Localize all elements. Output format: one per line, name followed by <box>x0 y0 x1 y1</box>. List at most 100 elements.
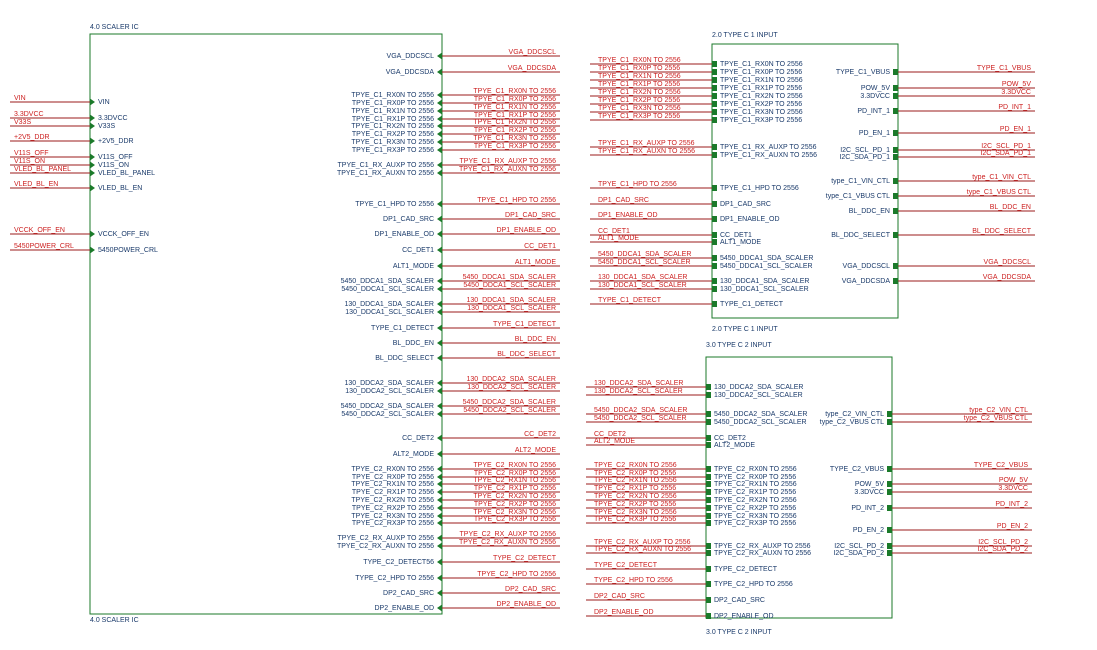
pin-tpye-c2-rx3p-to-2556[interactable]: TPYE_C2_RX3P TO 2556 TPYE_C2_RX3P TO 2556 <box>352 516 560 527</box>
pin-tpye-c1-hpd-to-2556[interactable]: TPYE_C1_HPD TO 2556 TPYE_C1_HPD TO 2556 <box>590 181 799 192</box>
pin-pd-int-1[interactable]: PD_INT_1 PD_INT_1 <box>857 104 1035 115</box>
pin-5450-ddca2-sda-scaler[interactable]: 5450_DDCA2_SDA_SCALER 5450_DDCA2_SDA_SCAL… <box>341 399 560 410</box>
pin-130-ddca2-sda-scaler[interactable]: 130_DDCA2_SDA_SCALER 130_DDCA2_SDA_SCALER <box>586 380 804 391</box>
pin-tpye-c2-rx2p-to-2556[interactable]: TPYE_C2_RX2P TO 2556 TPYE_C2_RX2P TO 2556 <box>586 501 796 512</box>
pin-alt1-mode[interactable]: ALT1_MODE ALT1_MODE <box>590 235 761 246</box>
pin-type-c2-vbus-ctl[interactable]: type_C2_VBUS CTL type_C2_VBUS CTL <box>820 415 1032 426</box>
pin-v33s[interactable]: V33S V33S <box>10 119 115 130</box>
pin-tpye-c1-rx-auxn-to-2556[interactable]: TPYE_C1_RX_AUXN TO 2556 TPYE_C1_RX_AUXN T… <box>337 166 560 177</box>
pin-tpye-c2-rx1n-to-2556[interactable]: TPYE_C2_RX1N TO 2556 TPYE_C2_RX1N TO 2556 <box>351 477 560 488</box>
pin-tpye-c1-rx-auxp-to-2556[interactable]: TPYE_C1_RX_AUXP TO 2556 TPYE_C1_RX_AUXP T… <box>338 158 561 169</box>
pin-130-ddca1-scl-scaler[interactable]: 130_DDCA1_SCL_SCALER 130_DDCA1_SCL_SCALER <box>590 282 809 293</box>
pin-dp2-cad-src[interactable]: DP2_CAD_SRC DP2_CAD_SRC <box>383 586 560 597</box>
pin-dp2-cad-src[interactable]: DP2_CAD_SRC DP2_CAD_SRC <box>586 593 765 604</box>
pin-vga-ddcsda[interactable]: VGA_DDCSDA VGA_DDCSDA <box>386 65 560 76</box>
pin-dp2-enable-od[interactable]: DP2_ENABLE_OD DP2_ENABLE_OD <box>374 601 560 612</box>
pin-tpye-c2-rx-auxp-to-2556[interactable]: TPYE_C2_RX_AUXP TO 2556 TPYE_C2_RX_AUXP T… <box>338 531 561 542</box>
pin-tpye-c2-rx2p-to-2556[interactable]: TPYE_C2_RX2P TO 2556 TPYE_C2_RX2P TO 2556 <box>352 501 560 512</box>
pin-type-c1-vin-ctl[interactable]: type_C1_VIN_CTL type_C1_VIN_CTL <box>831 174 1035 185</box>
pin-5450-ddca1-scl-scaler[interactable]: 5450_DDCA1_SCL_SCALER 5450_DDCA1_SCL_SCAL… <box>590 259 813 270</box>
pin-tpye-c1-rx3n-to-2556[interactable]: TPYE_C1_RX3N TO 2556 TPYE_C1_RX3N TO 2556 <box>351 135 560 146</box>
pin-5450-ddca2-scl-scaler[interactable]: 5450_DDCA2_SCL_SCALER 5450_DDCA2_SCL_SCAL… <box>586 415 807 426</box>
pin-tpye-c2-rx1n-to-2556[interactable]: TPYE_C2_RX1N TO 2556 TPYE_C2_RX1N TO 2556 <box>586 477 797 488</box>
pin-vin[interactable]: VIN VIN <box>10 95 110 106</box>
pin-130-ddca1-sda-scaler[interactable]: 130_DDCA1_SDA_SCALER 130_DDCA1_SDA_SCALER <box>345 297 561 308</box>
pin-v11s-off[interactable]: V11S_OFF V11S_OFF <box>10 150 133 161</box>
pin-type-c2-hpd-to-2556[interactable]: TPYE_C2_HPD TO 2556 TYPE_C2_HPD TO 2556 <box>355 571 560 582</box>
pin-tpye-c1-rx1p-to-2556[interactable]: TPYE_C1_RX1P TO 2556 TPYE_C1_RX1P TO 2556 <box>352 112 560 123</box>
pin-tpye-c2-rx1p-to-2556[interactable]: TPYE_C2_RX1P TO 2556 TPYE_C2_RX1P TO 2556 <box>586 485 796 496</box>
pin-vga-ddcscl[interactable]: VGA_DDCSCL VGA_DDCSCL <box>843 259 1035 270</box>
pin-tpye-c2-rx0p-to-2556[interactable]: TPYE_C2_RX0P TO 2556 TPYE_C2_RX0P TO 2556 <box>352 470 560 481</box>
pin-pd-en-2[interactable]: PD_EN_2 PD_EN_2 <box>853 523 1032 534</box>
pin-type-c2-detect[interactable]: TYPE_C2_DETECT TYPE_C2_DETECT <box>586 562 778 573</box>
pin-tpye-c2-rx2n-to-2556[interactable]: TPYE_C2_RX2N TO 2556 TPYE_C2_RX2N TO 2556 <box>351 493 560 504</box>
pin-tpye-c1-rx-auxn-to-2556[interactable]: TPYE_C1_RX_AUXN TO 2556 TPYE_C1_RX_AUXN T… <box>590 148 817 159</box>
pin-tpye-c2-rx1p-to-2556[interactable]: TPYE_C2_RX1P TO 2556 TPYE_C2_RX1P TO 2556 <box>352 485 560 496</box>
pin-bl-ddc-select[interactable]: BL_DDC_SELECT BL_DDC_SELECT <box>375 351 560 362</box>
pin-vled-bl-panel[interactable]: VLED_BL_PANEL VLED_BL_PANEL <box>10 166 155 177</box>
pin-tpye-c1-rx3n-to-2556[interactable]: TPYE_C1_RX3N TO 2556 TPYE_C1_RX3N TO 2556 <box>590 105 803 116</box>
pin-130-ddca2-scl-scaler[interactable]: 130_DDCA2_SCL_SCALER 130_DDCA2_SCL_SCALER <box>586 388 803 399</box>
pin-type-c1-vbus[interactable]: TYPE_C1_VBUS TYPE_C1_VBUS <box>836 65 1035 76</box>
pin-vled-bl-en[interactable]: VLED_BL_EN VLED_BL_EN <box>10 181 142 192</box>
pin-tpye-c1-rx1n-to-2556[interactable]: TPYE_C1_RX1N TO 2556 TPYE_C1_RX1N TO 2556 <box>590 73 803 84</box>
pin-tpye-c1-rx2p-to-2556[interactable]: TPYE_C1_RX2P TO 2556 TPYE_C1_RX2P TO 2556 <box>352 127 560 138</box>
pin-alt2-mode[interactable]: ALT2_MODE ALT2_MODE <box>586 438 755 449</box>
scaler-ic-block[interactable]: 4.0 SCALER IC4.0 SCALER ICVINVIN3.3DVCC3… <box>10 24 560 624</box>
pin-type-c1-detect[interactable]: TYPE_C1_DETECT TYPE_C1_DETECT <box>590 297 784 308</box>
pin-tpye-c2-rx-auxp-to-2556[interactable]: TPYE_C2_RX_AUXP TO 2556 TPYE_C2_RX_AUXP T… <box>586 539 811 550</box>
pin-5450power-crl[interactable]: 5450POWER_CRL 5450POWER_CRL <box>10 243 158 254</box>
pin-5450-ddca2-sda-scaler[interactable]: 5450_DDCA2_SDA_SCALER 5450_DDCA2_SDA_SCAL… <box>586 407 807 418</box>
pin-tpye-c1-rx0n-to-2556[interactable]: TPYE_C1_RX0N TO 2556 TPYE_C1_RX0N TO 2556 <box>590 57 803 68</box>
pin-i2c-scl-pd-2[interactable]: I2C_SCL_PD_2 I2C_SCL_PD_2 <box>834 539 1032 550</box>
pin-type-c1-vbus-ctl[interactable]: type_C1_VBUS CTL type_C1_VBUS CTL <box>826 189 1035 200</box>
pin-bl-ddc-en[interactable]: BL_DDC_EN BL_DDC_EN <box>393 336 560 347</box>
pin-pd-int-2[interactable]: PD_INT_2 PD_INT_2 <box>851 501 1032 512</box>
pin-3-3dvcc[interactable]: 3.3DVCC 3.3DVCC <box>854 485 1032 496</box>
pin-vcck-off-en[interactable]: VCCK_OFF_EN VCCK_OFF_EN <box>10 227 149 238</box>
pin-bl-ddc-en[interactable]: BL_DDC_EN BL_DDC_EN <box>849 204 1035 215</box>
pin-type-c1-detect[interactable]: TYPE_C1_DETECT TYPE_C1_DETECT <box>371 321 560 332</box>
pin-pd-en-1[interactable]: PD_EN_1 PD_EN_1 <box>859 126 1035 137</box>
pin-tpye-c1-rx2n-to-2556[interactable]: TPYE_C1_RX2N TO 2556 TPYE_C1_RX2N TO 2556 <box>590 89 803 100</box>
pin-i2c-sda-pd-2[interactable]: I2C_SDA_PD_2 I2C_SDA_PD_2 <box>833 546 1032 557</box>
pin-tpye-c1-rx2p-to-2556[interactable]: TPYE_C1_RX2P TO 2556 TPYE_C1_RX2P TO 2556 <box>590 97 802 108</box>
pin-type-c2-vbus[interactable]: TYPE_C2_VBUS TYPE_C2_VBUS <box>830 462 1032 473</box>
pin-type-c2-hpd-to-2556[interactable]: TYPE_C2_HPD TO 2556 TYPE_C2_HPD TO 2556 <box>586 577 793 588</box>
pin-cc-det2[interactable]: CC_DET2 CC_DET2 <box>586 431 746 442</box>
pin-alt1-mode[interactable]: ALT1_MODE ALT1_MODE <box>393 259 560 270</box>
pin-2v5-ddr[interactable]: +2V5_DDR +2V5_DDR <box>10 134 134 145</box>
pin-dp1-cad-src[interactable]: DP1_CAD_SRC DP1_CAD_SRC <box>590 197 771 208</box>
pin-dp1-cad-src[interactable]: DP1_CAD_SRC DP1_CAD_SRC <box>383 212 560 223</box>
pin-tpye-c1-rx-auxp-to-2556[interactable]: TPYE_C1_RX_AUXP TO 2556 TPYE_C1_RX_AUXP T… <box>590 140 817 151</box>
pin-tpye-c1-rx3p-to-2556[interactable]: TPYE_C1_RX3P TO 2556 TPYE_C1_RX3P TO 2556 <box>590 113 802 124</box>
pin-cc-det1[interactable]: CC_DET1 CC_DET1 <box>402 243 560 254</box>
pin-130-ddca1-scl-scaler[interactable]: 130_DDCA1_SCL_SCALER 130_DDCA1_SCL_SCALER <box>345 305 560 316</box>
pin-tpye-c1-rx1p-to-2556[interactable]: TPYE_C1_RX1P TO 2556 TPYE_C1_RX1P TO 2556 <box>590 81 802 92</box>
pin-tpye-c2-rx-auxn-to-2556[interactable]: TPYE_C2_RX_AUXN TO 2556 TPYE_C2_RX_AUXN T… <box>586 546 811 557</box>
pin-cc-det1[interactable]: CC_DET1 CC_DET1 <box>590 228 752 239</box>
pin-tpye-c2-rx3n-to-2556[interactable]: TPYE_C2_RX3N TO 2556 TPYE_C2_RX3N TO 2556 <box>351 509 560 520</box>
pin-130-ddca2-sda-scaler[interactable]: 130_DDCA2_SDA_SCALER 130_DDCA2_SDA_SCALER <box>345 376 561 387</box>
pin-3-3dvcc[interactable]: 3.3DVCC 3.3DVCC <box>860 89 1035 100</box>
pin-tpye-c1-rx3p-to-2556[interactable]: TPYE_C1_RX3P TO 2556 TPYE_C1_RX3P TO 2556 <box>352 143 560 154</box>
pin-dp2-enable-od[interactable]: DP2_ENABLE_OD DP2_ENABLE_OD <box>586 609 774 620</box>
pin-pow-5v[interactable]: POW_5V POW_5V <box>855 477 1032 488</box>
pin-tpye-c1-rx1n-to-2556[interactable]: TPYE_C1_RX1N TO 2556 TPYE_C1_RX1N TO 2556 <box>351 104 560 115</box>
pin-130-ddca2-scl-scaler[interactable]: 130_DDCA2_SCL_SCALER 130_DDCA2_SCL_SCALER <box>345 384 560 395</box>
pin-tpye-c1-rx2n-to-2556[interactable]: TPYE_C1_RX2N TO 2556 TPYE_C1_RX2N TO 2556 <box>351 119 560 130</box>
pin-tpye-c1-rx0p-to-2556[interactable]: TPYE_C1_RX0P TO 2556 TPYE_C1_RX0P TO 2556 <box>352 96 560 107</box>
pin-alt2-mode[interactable]: ALT2_MODE ALT2_MODE <box>393 447 560 458</box>
pin-type-c2-vin-ctl[interactable]: type_C2_VIN_CTL type_C2_VIN_CTL <box>825 407 1032 418</box>
pin-bl-ddc-select[interactable]: BL_DDC_SELECT BL_DDC_SELECT <box>831 228 1035 239</box>
pin-5450-ddca1-sda-scaler[interactable]: 5450_DDCA1_SDA_SCALER 5450_DDCA1_SDA_SCAL… <box>590 251 813 262</box>
pin-tpye-c2-rx2n-to-2556[interactable]: TPYE_C2_RX2N TO 2556 TPYE_C2_RX2N TO 2556 <box>586 493 797 504</box>
pin-vga-ddcscl[interactable]: VGA_DDCSCL VGA_DDCSCL <box>387 49 560 60</box>
pin-dp1-enable-od[interactable]: DP1_ENABLE_OD DP1_ENABLE_OD <box>374 227 560 238</box>
pin-v11s-on[interactable]: V11S_ON V11S_ON <box>10 158 129 169</box>
pin-tpye-c2-rx-auxn-to-2556[interactable]: TPYE_C2_RX_AUXN TO 2556 TPYE_C2_RX_AUXN T… <box>337 539 560 550</box>
pin-tpye-c1-rx0n-to-2556[interactable]: TPYE_C1_RX0N TO 2556 TPYE_C1_RX0N TO 2556 <box>351 88 560 99</box>
pin-5450-ddca1-scl-scaler[interactable]: 5450_DDCA1_SCL_SCALER 5450_DDCA1_SCL_SCAL… <box>341 282 560 293</box>
pin-tpye-c2-rx0n-to-2556[interactable]: TPYE_C2_RX0N TO 2556 TPYE_C2_RX0N TO 2556 <box>586 462 797 473</box>
